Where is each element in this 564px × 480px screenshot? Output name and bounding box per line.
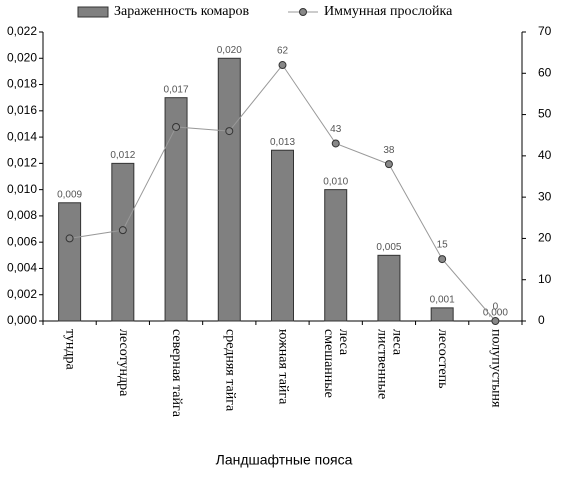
bar-value-label: 0,009 bbox=[57, 189, 82, 200]
line-value-label: 15 bbox=[437, 240, 449, 251]
y2-tick-label: 70 bbox=[538, 24, 552, 38]
y-tick-label: 0,014 bbox=[7, 129, 37, 143]
x-tick-label: смешанныелеса bbox=[321, 329, 351, 398]
legend-swatch bbox=[77, 6, 109, 18]
bar bbox=[164, 97, 188, 322]
y-tick-label: 0,000 bbox=[7, 313, 37, 327]
y-tick-label: 0,002 bbox=[7, 287, 37, 301]
bar-value-label: 0,001 bbox=[430, 295, 455, 306]
bar-value-label: 0,012 bbox=[110, 150, 135, 161]
line-marker bbox=[118, 226, 127, 235]
bar-value-label: 0,000 bbox=[483, 308, 508, 319]
y-tick-label: 0,010 bbox=[7, 182, 37, 196]
x-tick-line: лиственные bbox=[374, 329, 389, 399]
y-tick-label: 0,022 bbox=[7, 24, 37, 38]
y-tick-label: 0,020 bbox=[7, 50, 37, 64]
y-tick-label: 0,006 bbox=[7, 234, 37, 248]
x-tick-line: тундра bbox=[62, 329, 77, 371]
line-marker bbox=[384, 160, 393, 169]
y-tick-label: 0,012 bbox=[7, 156, 37, 170]
bar-value-label: 0,017 bbox=[164, 84, 189, 95]
y2-tick-label: 20 bbox=[538, 231, 552, 245]
x-tick-label: лесостепь bbox=[435, 329, 450, 389]
x-tick-label: северная тайга bbox=[169, 329, 184, 418]
line-marker bbox=[65, 234, 74, 243]
line-marker bbox=[278, 61, 287, 70]
x-tick-line: леса bbox=[336, 329, 351, 356]
line-value-label: 43 bbox=[330, 124, 342, 135]
line-value-label: 62 bbox=[277, 46, 289, 57]
bar bbox=[430, 307, 454, 322]
y2-tick-label: 50 bbox=[538, 107, 552, 121]
x-tick-line: северная тайга bbox=[169, 329, 184, 418]
x-tick-line: лесотундра bbox=[116, 329, 131, 397]
bar bbox=[377, 254, 401, 322]
x-tick-line: леса bbox=[389, 329, 404, 356]
x-tick-label: полупустыня bbox=[488, 329, 503, 408]
x-tick-line: средняя тайга bbox=[222, 329, 237, 412]
x-axis-label: Ландшафтные пояса bbox=[216, 452, 353, 468]
y2-tick-label: 60 bbox=[538, 65, 552, 79]
y-tick-label: 0,018 bbox=[7, 77, 37, 91]
y-tick-label: 0,004 bbox=[7, 261, 37, 275]
bar bbox=[217, 57, 241, 322]
line-marker bbox=[172, 122, 181, 131]
x-tick-label: тундра bbox=[62, 329, 77, 371]
x-tick-label: лесотундра bbox=[116, 329, 131, 397]
y-tick-label: 0,016 bbox=[7, 103, 37, 117]
y2-tick-label: 40 bbox=[538, 148, 552, 162]
legend-label: Иммунная прослойка bbox=[324, 4, 453, 19]
y2-tick-label: 30 bbox=[538, 189, 552, 203]
x-tick-line: полупустыня bbox=[488, 329, 503, 408]
x-tick-label: южная тайга bbox=[275, 329, 290, 405]
bar bbox=[271, 149, 294, 322]
line-marker bbox=[225, 127, 234, 136]
y2-tick-label: 10 bbox=[538, 272, 552, 286]
x-tick-line: смешанные bbox=[321, 329, 336, 398]
bar-value-label: 0,013 bbox=[270, 137, 295, 148]
line-marker bbox=[491, 317, 500, 325]
bar-value-label: 0,020 bbox=[217, 45, 242, 56]
line-marker bbox=[331, 139, 340, 148]
x-tick-label: лиственныелеса bbox=[374, 329, 404, 399]
y-tick-label: 0,008 bbox=[7, 208, 37, 222]
bar-value-label: 0,010 bbox=[323, 176, 348, 187]
bar bbox=[324, 189, 348, 322]
legend-label: Зараженность комаров bbox=[114, 4, 249, 19]
bar bbox=[111, 162, 135, 322]
line-value-label: 38 bbox=[383, 145, 395, 156]
y2-tick-label: 0 bbox=[538, 313, 545, 327]
line-marker bbox=[438, 255, 447, 264]
legend: Зараженность комаров Иммунная прослойка bbox=[77, 4, 453, 19]
legend-marker bbox=[299, 8, 307, 16]
x-tick-line: лесостепь bbox=[435, 329, 450, 389]
x-tick-label: средняя тайга bbox=[222, 329, 237, 412]
bar-value-label: 0,005 bbox=[376, 242, 401, 253]
bar bbox=[58, 202, 82, 322]
x-tick-line: южная тайга bbox=[275, 329, 290, 405]
line-value-label: 0 bbox=[493, 302, 499, 313]
